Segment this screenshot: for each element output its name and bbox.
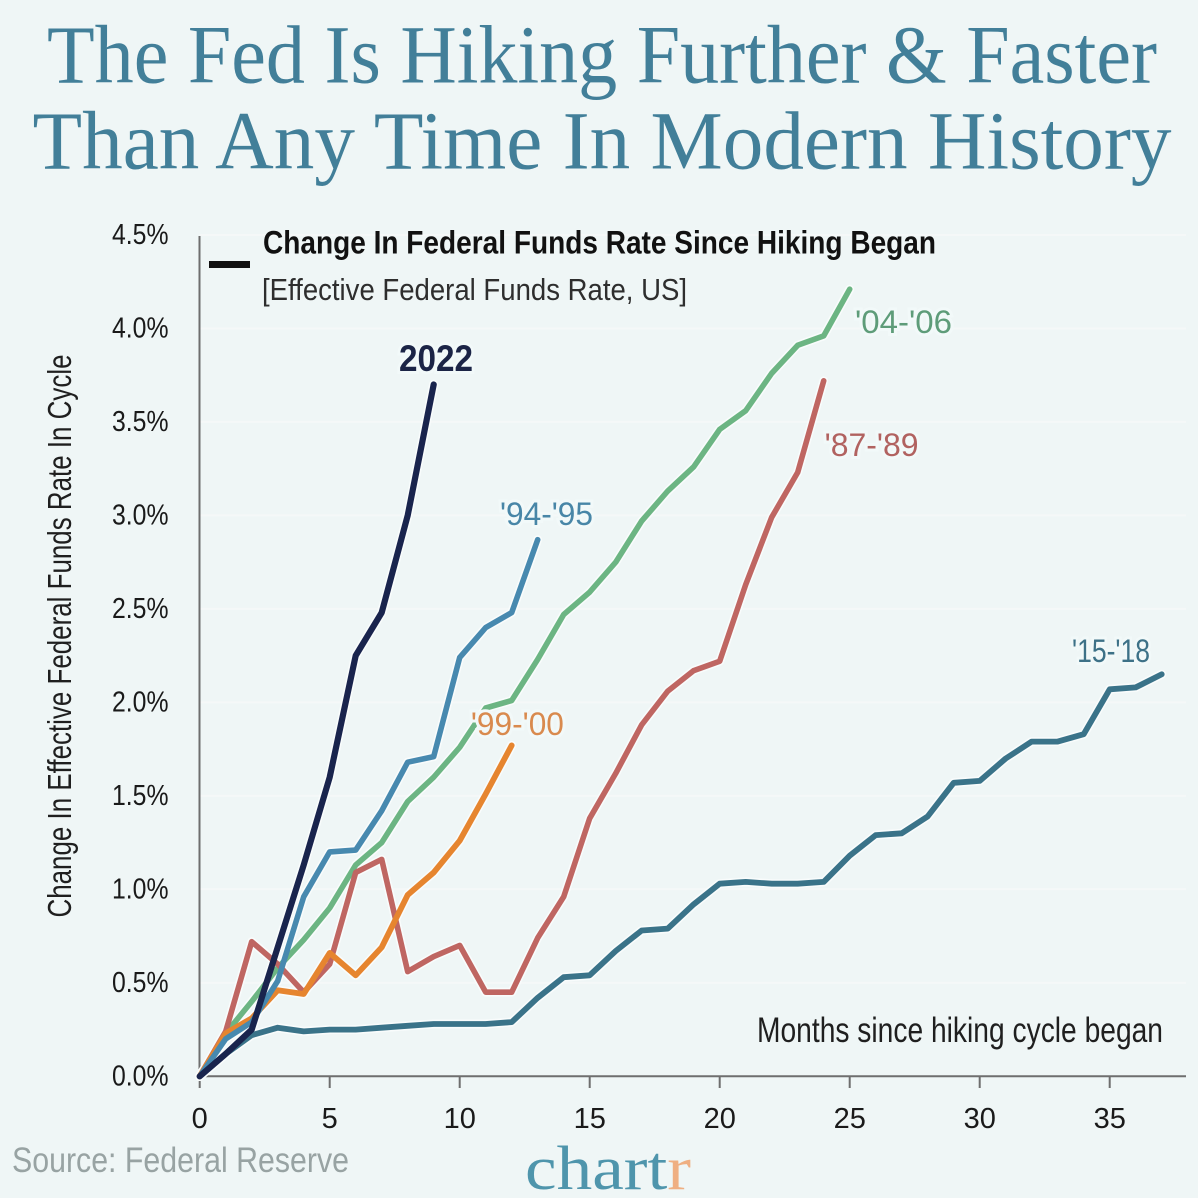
svg-text:20: 20 (704, 1103, 736, 1135)
svg-text:The Fed Is Hiking Further & Fa: The Fed Is Hiking Further & Faster (47, 9, 1157, 101)
svg-text:1.0%: 1.0% (112, 873, 169, 905)
svg-text:3.0%: 3.0% (112, 499, 169, 531)
svg-text:Change In Federal Funds Rate S: Change In Federal Funds Rate Since Hikin… (263, 225, 936, 261)
svg-text:3.5%: 3.5% (112, 406, 169, 438)
svg-text:Months since hiking cycle bega: Months since hiking cycle began (757, 1011, 1163, 1050)
svg-text:0.5%: 0.5% (112, 967, 169, 999)
svg-text:2.5%: 2.5% (112, 593, 169, 625)
svg-text:'87-'89: '87-'89 (825, 427, 919, 463)
svg-text:2.0%: 2.0% (112, 686, 169, 718)
svg-text:30: 30 (964, 1103, 996, 1135)
svg-text:25: 25 (834, 1103, 866, 1135)
svg-text:'15-'18: '15-'18 (1072, 633, 1150, 669)
svg-text:5: 5 (322, 1103, 338, 1135)
svg-text:1.5%: 1.5% (112, 780, 169, 812)
svg-text:Change In Effective Federal Fu: Change In Effective Federal Funds Rate I… (41, 355, 78, 918)
svg-text:35: 35 (1094, 1103, 1126, 1135)
svg-text:'94-'95: '94-'95 (500, 496, 593, 532)
svg-text:4.5%: 4.5% (112, 219, 169, 251)
svg-text:Source: Federal Reserve: Source: Federal Reserve (12, 1141, 349, 1180)
svg-text:2022: 2022 (399, 338, 473, 379)
svg-text:'99-'00: '99-'00 (471, 706, 564, 742)
svg-text:15: 15 (574, 1103, 606, 1135)
svg-text:4.0%: 4.0% (112, 313, 169, 345)
svg-text:[Effective Federal Funds Rate,: [Effective Federal Funds Rate, US] (262, 272, 687, 307)
svg-text:10: 10 (444, 1103, 476, 1135)
svg-text:'04-'06: '04-'06 (855, 304, 952, 340)
svg-text:0: 0 (192, 1103, 208, 1135)
svg-text:Than Any Time In Modern Histor: Than Any Time In Modern History (33, 95, 1172, 187)
svg-text:0.0%: 0.0% (112, 1060, 169, 1092)
